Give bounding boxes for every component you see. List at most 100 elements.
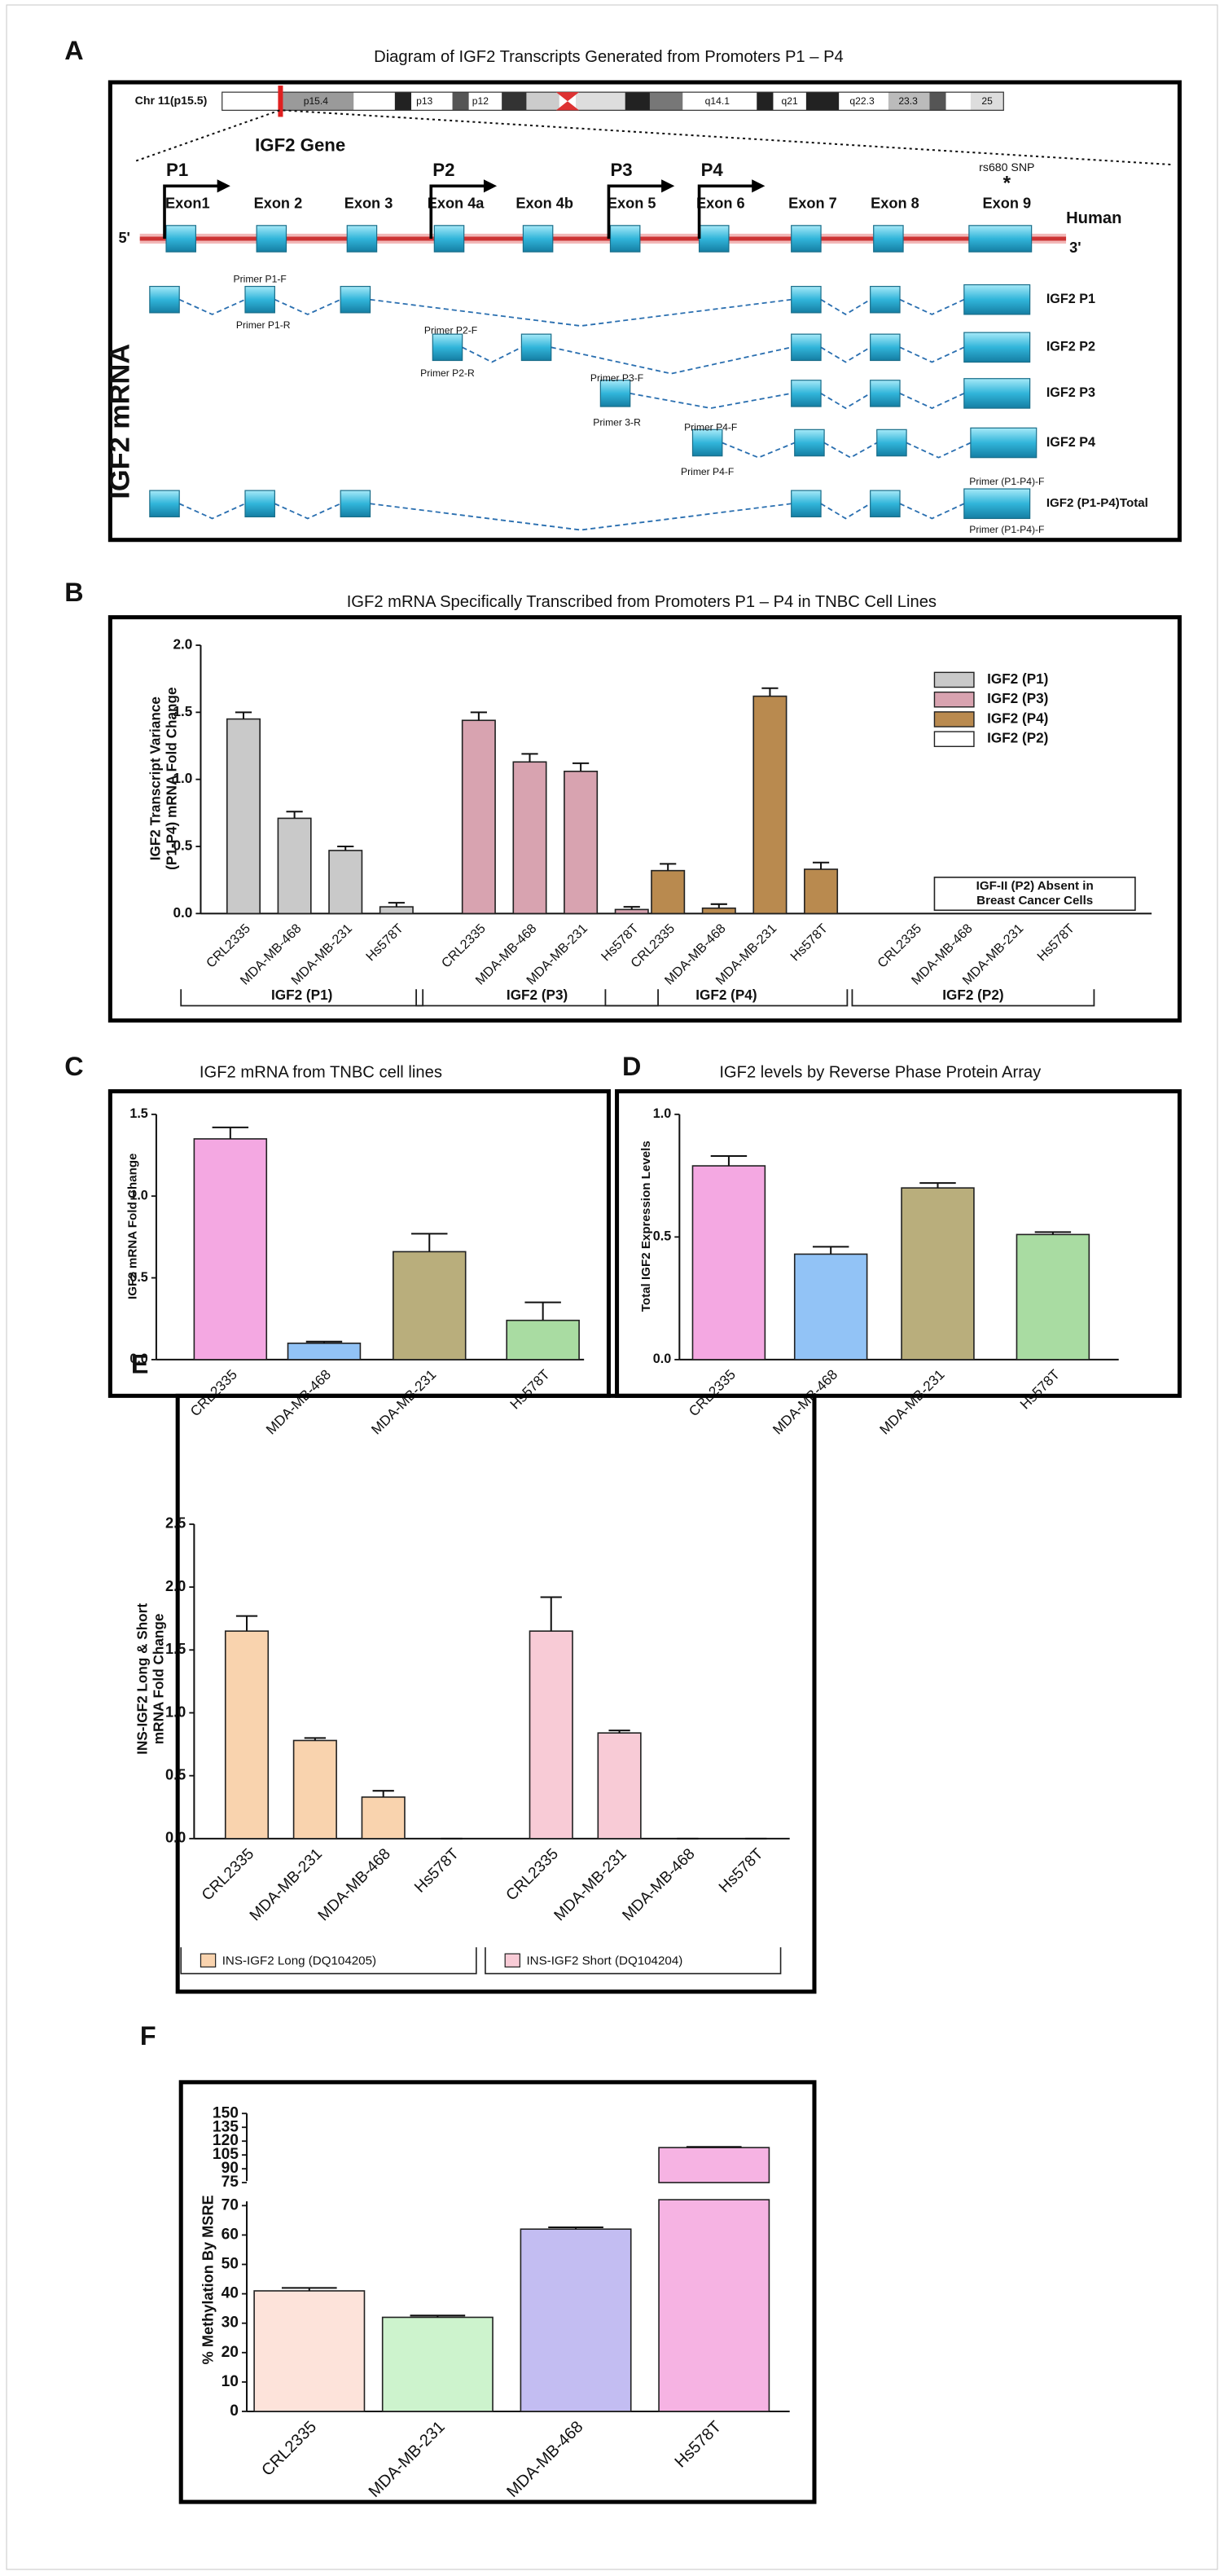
ideogram-band <box>945 92 971 111</box>
ideogram-band <box>888 92 930 111</box>
band-label: q14.1 <box>705 95 730 107</box>
splice-connector <box>820 346 871 363</box>
panel-label: D <box>622 1052 641 1081</box>
ideogram-band <box>929 92 946 111</box>
three-prime: 3' <box>1069 240 1081 256</box>
bar <box>701 907 736 915</box>
x-tick-label: MDA-MB-231 <box>368 1366 440 1438</box>
y-axis-label: mRNA Fold Change <box>150 1614 166 1744</box>
y-tick-label: 2.5 <box>165 1515 186 1532</box>
promoter-label: P4 <box>701 160 724 180</box>
legend-label: IGF2 (P2) <box>987 730 1048 746</box>
band-label: 23.3 <box>898 95 918 107</box>
five-prime: 5' <box>118 230 129 246</box>
error-bar <box>281 2287 337 2291</box>
ideogram-band <box>222 92 280 111</box>
bar <box>793 1253 868 1361</box>
panel-label: F <box>140 2021 156 2051</box>
error-bar <box>521 753 538 763</box>
exon <box>433 225 465 253</box>
x-tick-label: CRL2335 <box>503 1845 562 1904</box>
y-tick-label: 120 <box>213 2132 239 2149</box>
panel-label: C <box>64 1052 83 1081</box>
legend-swatch <box>933 671 975 688</box>
error-bar <box>660 863 677 871</box>
y-tick-label: 1.5 <box>129 1106 147 1121</box>
group-label: IGF2 (P3) <box>507 987 568 1003</box>
primer-label: Primer (P1-P4)-F <box>969 476 1044 487</box>
exon <box>876 429 907 457</box>
error-bar <box>470 711 487 721</box>
transcript-name: IGF2 P3 <box>1046 385 1095 400</box>
exon-label: Exon 6 <box>696 195 745 211</box>
group-bracket <box>415 989 659 1007</box>
mrna-label: IGF2 mRNA <box>105 344 136 499</box>
exon <box>963 488 1031 520</box>
legend-label: INS-IGF2 Long (DQ104205) <box>222 1954 376 1967</box>
ideogram-band <box>526 92 559 111</box>
legend-label: IGF2 (P4) <box>987 710 1048 726</box>
panel-box <box>175 1393 817 1994</box>
annotation: Breast Cancer Cells <box>976 894 1093 908</box>
ideogram <box>222 91 1004 111</box>
bar <box>461 719 496 915</box>
y-tick-label: 2.0 <box>173 636 193 653</box>
legend-swatch <box>504 1953 520 1968</box>
ideogram-band <box>353 92 395 111</box>
error-bar <box>761 687 779 697</box>
exon <box>149 490 180 518</box>
exon <box>244 490 275 518</box>
exon <box>870 333 901 362</box>
bar <box>381 2316 494 2412</box>
bar <box>564 770 599 915</box>
y-tick-label: 30 <box>222 2314 239 2332</box>
exon <box>244 285 275 314</box>
y-tick-label: 75 <box>222 2174 239 2191</box>
bar <box>651 869 686 915</box>
error-bar <box>710 1155 748 1167</box>
y-axis-label: IGF2 Transcript Variance <box>147 697 163 860</box>
legend-swatch <box>200 1953 217 1968</box>
bar <box>393 1251 467 1361</box>
exon <box>256 225 287 253</box>
panel-box <box>107 80 1182 543</box>
bar <box>328 850 363 915</box>
exon <box>340 285 371 314</box>
y-tick-label: 0.0 <box>165 1830 186 1846</box>
x-tick-label: CRL2335 <box>199 1845 257 1904</box>
x-tick-label: MDA-MB-468 <box>315 1845 394 1924</box>
legend-bracket <box>180 1947 477 1975</box>
x-tick-label: Hs578T <box>787 921 831 965</box>
species-label: Human <box>1066 209 1121 227</box>
group-label: IGF2 (P4) <box>695 987 757 1003</box>
y-tick-label: 0.5 <box>165 1766 186 1783</box>
x-tick-label: MDA-MB-468 <box>503 2418 586 2501</box>
primer-label: Primer P2-R <box>420 367 475 379</box>
y-tick-label: 70 <box>222 2196 239 2213</box>
chart-title: IGF2 mRNA from TNBC cell lines <box>200 1064 442 1082</box>
x-tick-label: Hs578T <box>411 1845 463 1897</box>
panel-title: Diagram of IGF2 Transcripts Generated fr… <box>374 48 844 66</box>
error-bar <box>812 1246 849 1255</box>
group-bracket <box>604 989 849 1007</box>
band-label: p15.4 <box>304 95 329 107</box>
y-tick-label: 2.0 <box>165 1578 186 1594</box>
exon-label: Exon 4b <box>515 195 573 211</box>
bar <box>287 1343 362 1361</box>
bar <box>224 1630 270 1840</box>
bar <box>901 1187 975 1361</box>
splice-connector <box>906 442 972 459</box>
bar-lower <box>658 2199 770 2412</box>
ideogram-band <box>502 92 527 111</box>
primer-label: Primer P4-F <box>684 422 737 433</box>
y-axis-label: % Methylation By MSRE <box>200 2195 216 2364</box>
y-axis-label: IGF2 mRNA Fold Change <box>126 1154 140 1299</box>
exon <box>870 490 901 518</box>
error-bar <box>710 903 727 908</box>
ideogram-band <box>394 92 412 111</box>
primer-label: Primer P2-F <box>424 324 477 336</box>
splice-connector <box>178 298 246 315</box>
promoter-label: P1 <box>166 160 188 180</box>
y-tick-label: 1.0 <box>129 1188 147 1202</box>
